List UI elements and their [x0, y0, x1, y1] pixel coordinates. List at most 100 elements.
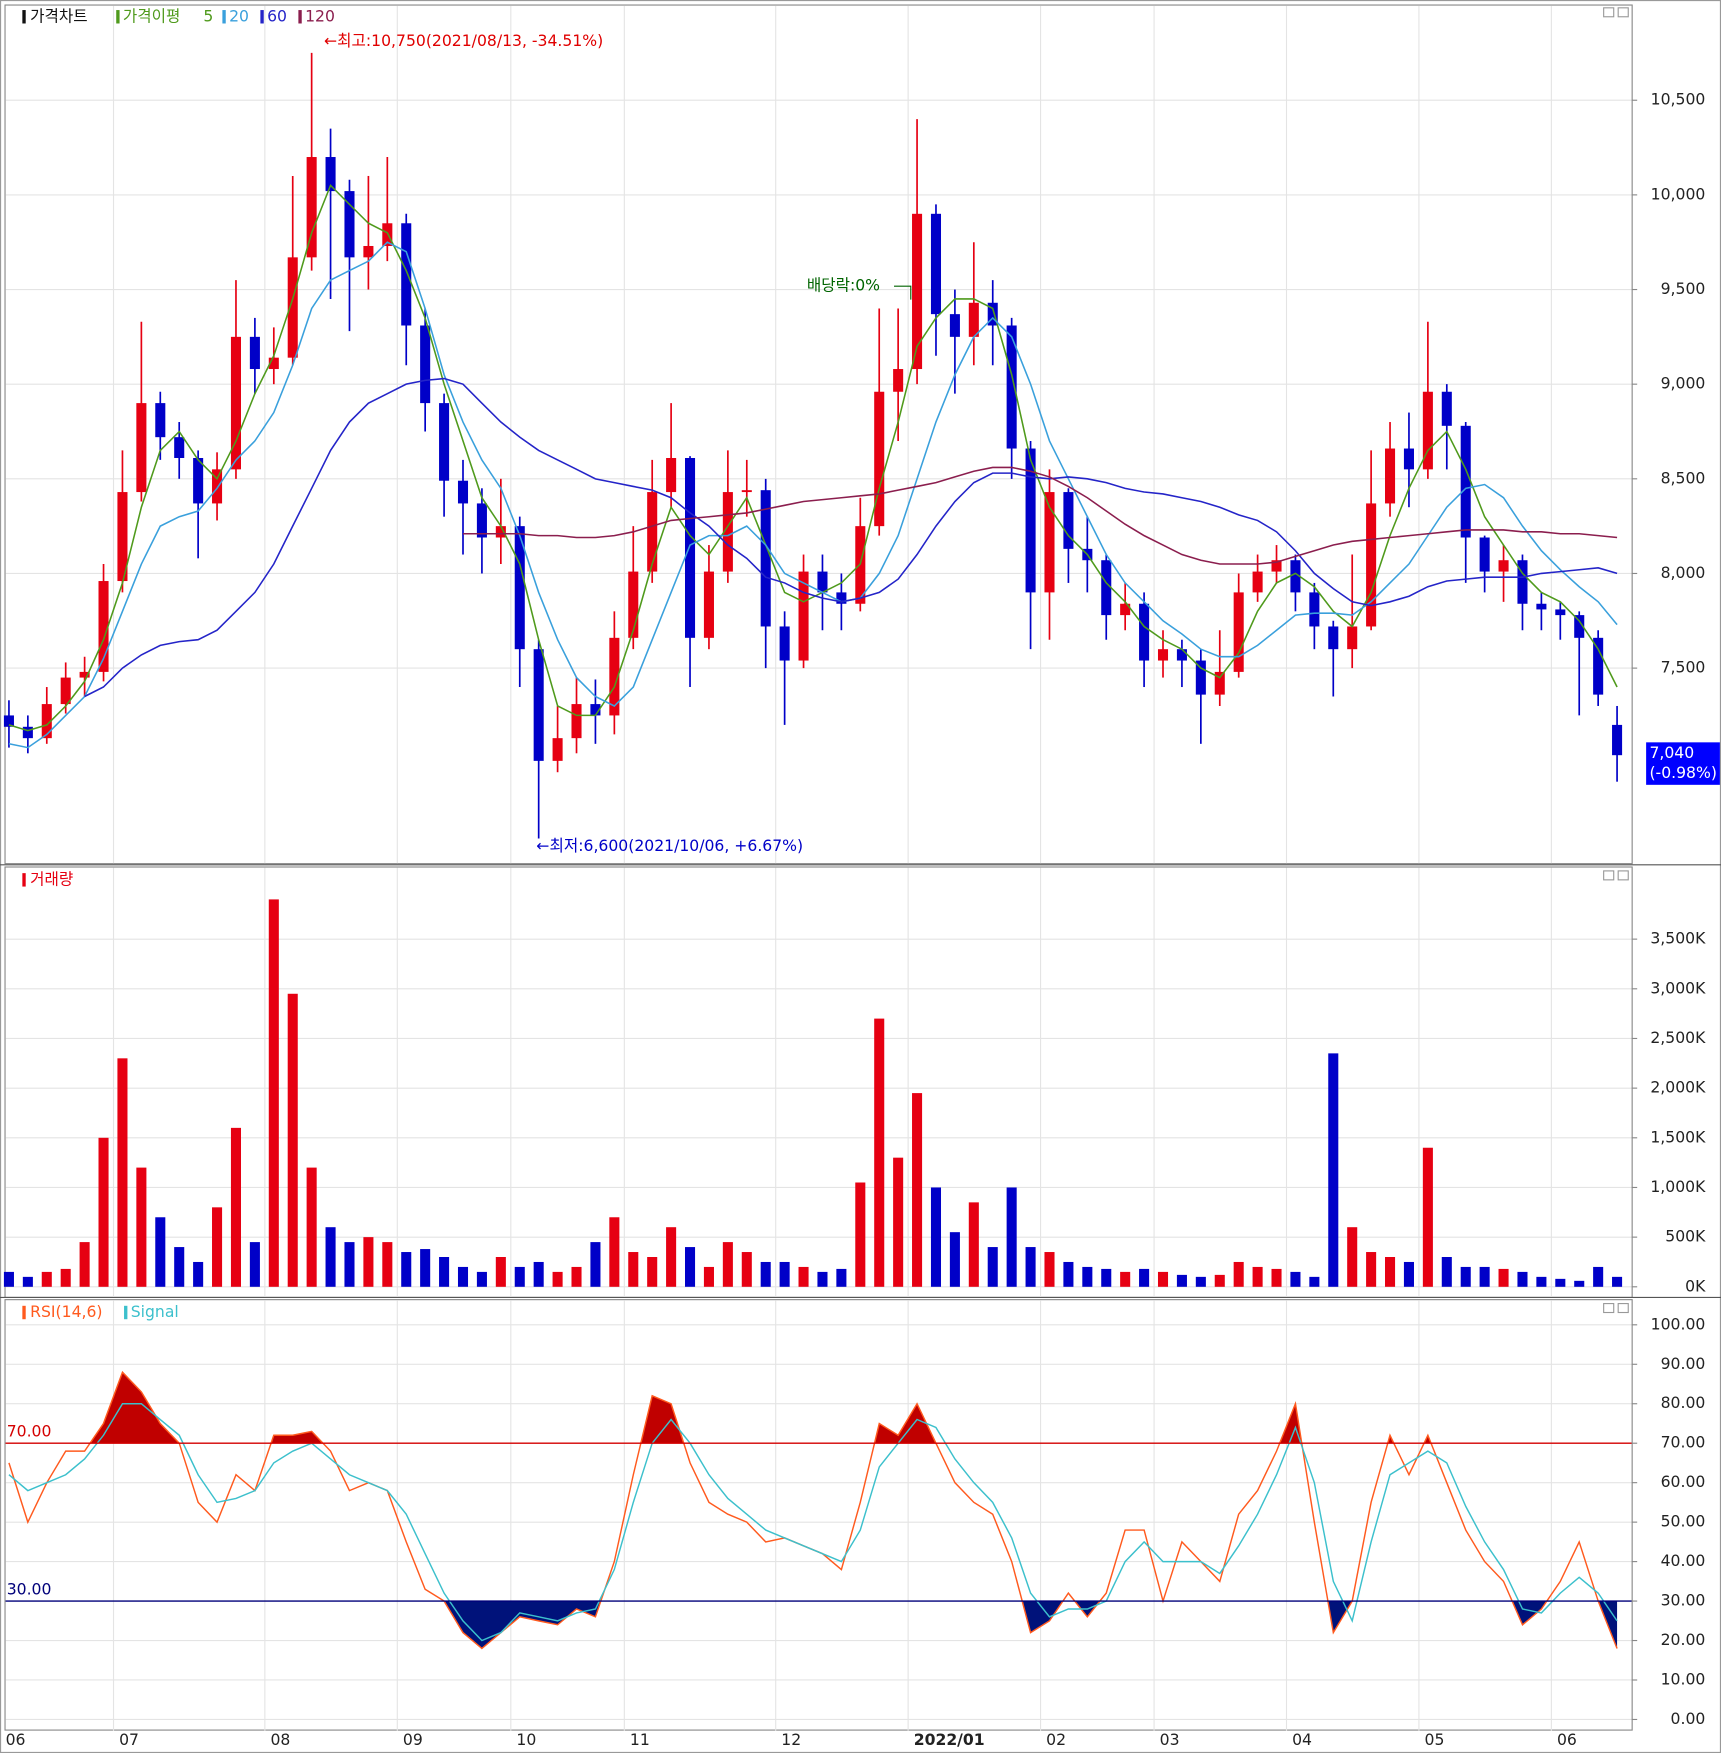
x-tick-label: 07 — [119, 1730, 139, 1749]
y-tick-label: 1,500K — [1650, 1127, 1706, 1146]
candle-body — [174, 437, 185, 458]
volume-bar — [1441, 1257, 1452, 1287]
volume-bar — [382, 1242, 393, 1287]
volume-bar — [949, 1232, 960, 1287]
volume-bar — [79, 1242, 90, 1287]
rsi-line — [8, 1403, 1618, 1642]
volume-bar — [476, 1271, 487, 1287]
volume-bar — [41, 1271, 52, 1287]
x-tick-label: 08 — [270, 1730, 290, 1749]
volume-bar — [60, 1268, 71, 1287]
candle-body — [325, 157, 336, 192]
volume-bar — [1290, 1271, 1301, 1287]
legend-entry: 120 — [305, 6, 335, 25]
candle-body — [1328, 626, 1339, 650]
x-tick-label: 02 — [1046, 1730, 1066, 1749]
volume-bar — [552, 1271, 563, 1287]
volume-bar — [363, 1237, 374, 1287]
volume-bar — [1195, 1276, 1206, 1287]
y-tick-label: 50.00 — [1661, 1512, 1706, 1531]
volume-bar — [1403, 1261, 1414, 1287]
candle-body — [930, 213, 942, 315]
y-tick-label: 8,000 — [1661, 563, 1706, 582]
candle-body — [1176, 649, 1187, 661]
ma-line — [8, 183, 1618, 732]
x-tick-label: 10 — [516, 1730, 536, 1749]
y-tick-label: 1,000K — [1650, 1177, 1706, 1196]
ma-line — [84, 377, 1618, 698]
candle-body — [306, 157, 317, 258]
candle-body — [1366, 503, 1377, 627]
volume-bar — [666, 1227, 677, 1287]
volume-bar — [1157, 1271, 1169, 1287]
volume-bar — [1309, 1276, 1320, 1287]
candle-body — [760, 490, 771, 627]
candle-body — [1271, 560, 1282, 572]
candle-body — [1290, 560, 1301, 593]
candle-body — [836, 592, 847, 604]
chart-title: 가격차트 — [30, 6, 87, 25]
volume-bar — [628, 1252, 639, 1287]
volume-bar — [230, 1127, 241, 1287]
candle-body — [1025, 448, 1036, 593]
candle-body — [136, 403, 147, 493]
candle-body — [1157, 649, 1169, 661]
candle-body — [533, 649, 544, 761]
volume-bar — [760, 1261, 771, 1287]
volume-bar — [457, 1266, 469, 1287]
candle-body — [268, 357, 279, 370]
y-tick-label: 20.00 — [1661, 1630, 1706, 1649]
candle-body — [1044, 492, 1055, 593]
legend-entry: Signal — [131, 1302, 179, 1321]
volume-bar — [495, 1257, 506, 1287]
candle-body — [117, 492, 128, 582]
candle-body — [1403, 448, 1414, 470]
volume-bar — [1593, 1266, 1604, 1287]
candle-body — [1498, 560, 1509, 572]
legend-swatch — [22, 1305, 26, 1320]
volume-bar — [685, 1247, 696, 1287]
candle-body — [1233, 592, 1244, 672]
candle-body — [495, 526, 506, 538]
candle-body — [1574, 615, 1585, 638]
legend-entry: 20 — [229, 6, 249, 25]
volume-bar — [590, 1242, 601, 1287]
volume-bar — [1233, 1261, 1244, 1287]
legend-entry: 60 — [267, 6, 287, 25]
volume-bar — [98, 1137, 109, 1287]
volume-bar — [155, 1217, 166, 1287]
candle-body — [41, 704, 52, 739]
x-tick-label: 05 — [1425, 1730, 1445, 1749]
candle-body — [987, 302, 998, 326]
volume-bar — [1139, 1268, 1150, 1287]
volume-bar — [1517, 1271, 1528, 1287]
y-tick-label: 30.00 — [1661, 1591, 1706, 1610]
candle-body — [22, 726, 33, 739]
candle-body — [1593, 637, 1604, 695]
volume-bar — [893, 1157, 904, 1287]
candle-body — [552, 738, 563, 761]
y-tick-label: 90.00 — [1661, 1354, 1706, 1373]
candle-body — [401, 223, 412, 326]
candle-body — [420, 325, 431, 404]
y-tick-label: 10.00 — [1661, 1669, 1706, 1688]
volume-bar — [533, 1261, 544, 1287]
price-panel — [4, 4, 1633, 865]
candle-body — [1536, 603, 1547, 610]
candle-body — [912, 213, 923, 370]
chart-title: 거래량 — [30, 869, 73, 888]
candle-body — [1441, 391, 1452, 426]
candle-body — [874, 391, 885, 527]
y-tick-label: 3,000K — [1650, 978, 1706, 997]
level-label: 70.00 — [7, 1422, 52, 1441]
candle-body — [571, 704, 582, 739]
volume-bar — [1422, 1147, 1433, 1287]
y-tick-label: 0.00 — [1671, 1709, 1706, 1728]
annotation: ←최고:10,750(2021/08/13, -34.51%) — [324, 31, 603, 50]
candle-body — [1309, 592, 1320, 627]
candle-body — [685, 457, 696, 638]
candle-body — [363, 245, 374, 258]
